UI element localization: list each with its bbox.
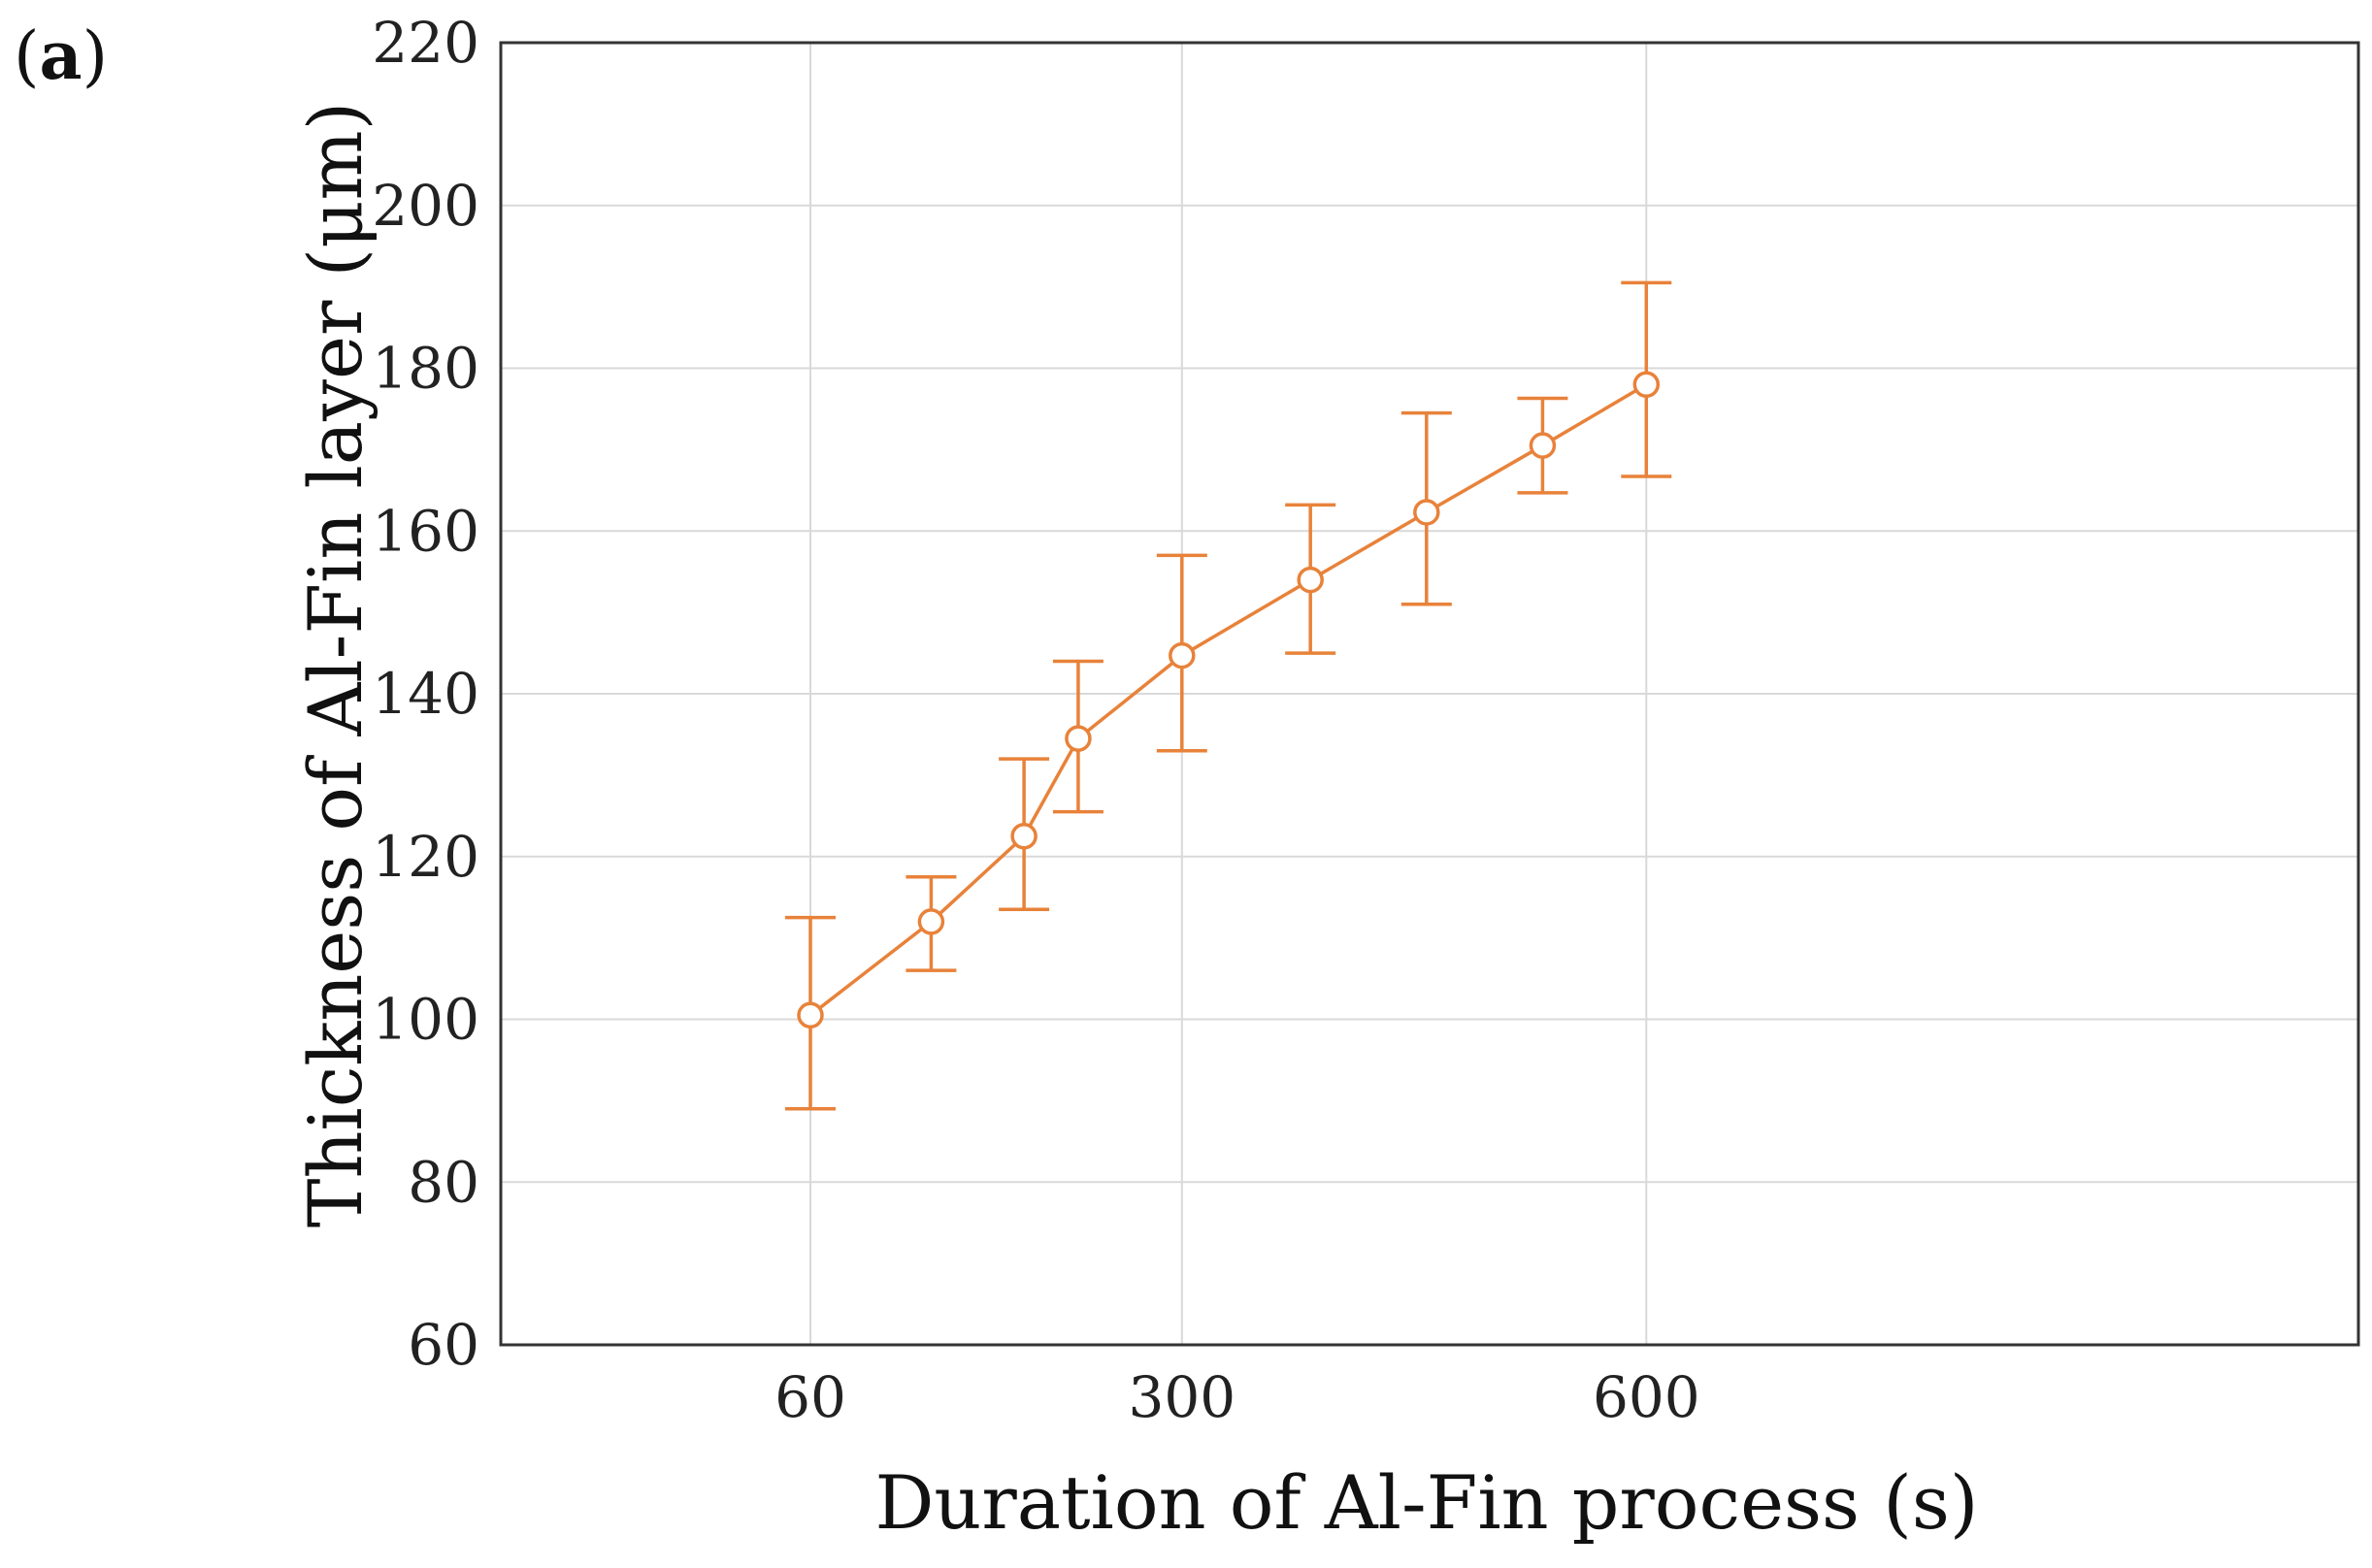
y-axis-ticks: 60 80 100 120 140 160 180 200 220: [372, 10, 479, 1378]
y-tick-label: 220: [372, 10, 479, 76]
panel-label: (a): [14, 17, 109, 95]
data-point: [797, 1001, 824, 1029]
y-tick-label: 180: [372, 336, 479, 402]
x-axis-ticks: 60 300 600: [774, 1364, 1700, 1430]
y-tick-label: 140: [372, 661, 479, 727]
data-point: [1413, 499, 1440, 526]
data-point: [917, 908, 945, 935]
x-tick-label: 600: [1593, 1364, 1700, 1430]
series: [785, 280, 1672, 1111]
x-tick-label: 300: [1128, 1364, 1235, 1430]
data-point: [1010, 823, 1038, 850]
y-tick-label: 80: [408, 1149, 479, 1215]
x-tick-label: 60: [774, 1364, 846, 1430]
y-tick-label: 120: [372, 824, 479, 890]
y-tick-label: 200: [372, 173, 479, 239]
x-axis-title: Duration of Al-Fin process (s): [874, 1459, 1978, 1546]
y-tick-label: 160: [372, 498, 479, 564]
y-tick-label: 100: [372, 987, 479, 1053]
data-point: [1529, 432, 1557, 459]
y-tick-label: 60: [408, 1312, 479, 1378]
plot-frame: [499, 41, 2360, 1347]
data-point: [1065, 725, 1092, 752]
grid: [501, 43, 2358, 1345]
data-point: [1169, 641, 1196, 670]
data-point: [1632, 371, 1661, 399]
data-point: [1297, 566, 1324, 594]
y-axis-title: Thickness of Al-Fin layer (μm): [292, 102, 379, 1227]
